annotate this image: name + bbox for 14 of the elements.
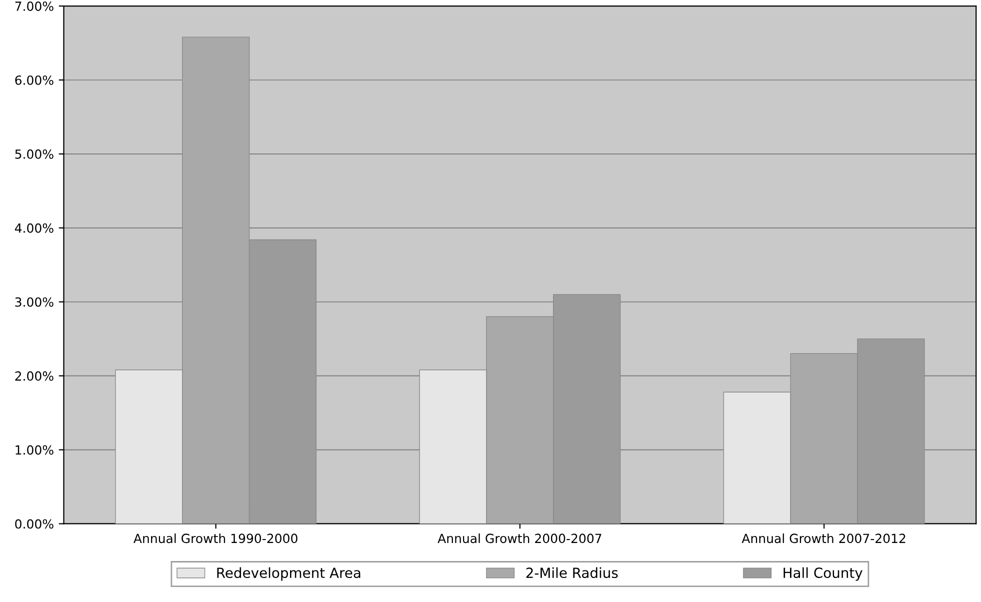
y-tick-label: 2.00% <box>15 371 54 381</box>
legend-label: 2-Mile Radius <box>526 567 618 578</box>
y-tick-label: 4.00% <box>14 223 54 233</box>
y-tick-label: 7.00% <box>15 1 54 11</box>
y-tick-label: 3.00% <box>15 297 54 307</box>
y-tick-label: 6.00% <box>15 75 54 85</box>
x-tick-label: Annual Growth 2000-2007 <box>438 533 602 544</box>
legend-label: Hall County <box>784 567 862 581</box>
x-tick-label: Annual Growth 2007-2012 <box>742 533 906 544</box>
y-tick-label: 1.00% <box>16 445 54 455</box>
x-tick-label: Annual Growth 1990-2000 <box>134 533 298 544</box>
legend-label: Redevelopment Area <box>217 567 360 581</box>
y-tick-label: 0.00% <box>15 519 54 529</box>
y-tick-label: 5.00% <box>15 149 54 159</box>
